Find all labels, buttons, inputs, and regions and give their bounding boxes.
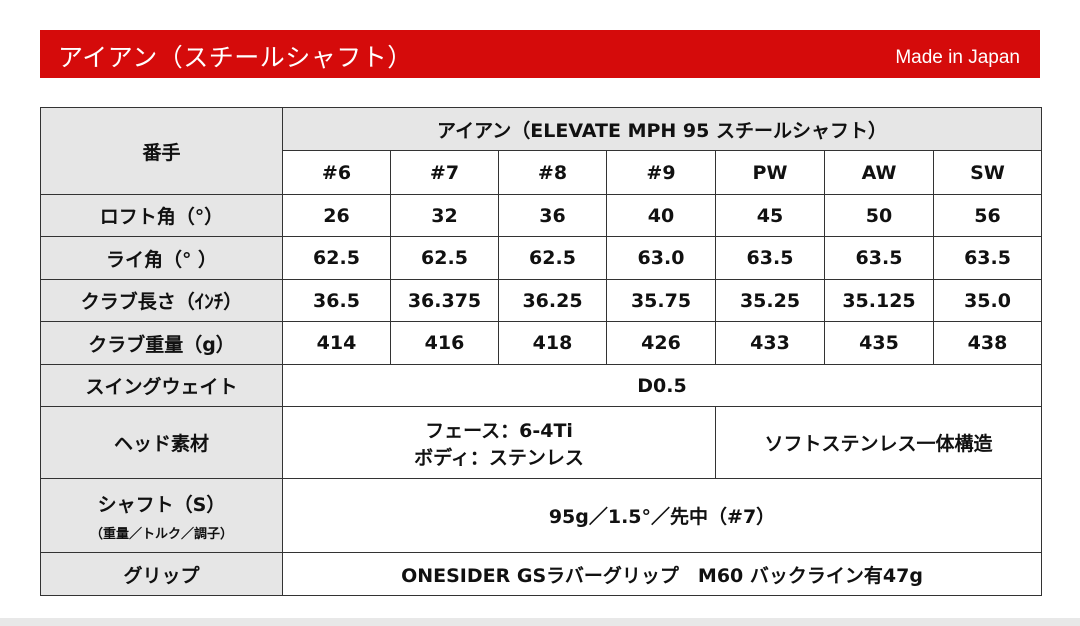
club-header-PW: PW (715, 150, 825, 195)
club-header-7: #7 (390, 150, 499, 195)
face-material: フェース：6-4Ti (425, 419, 573, 442)
row-value: 36.375 (390, 279, 499, 322)
row-value: 433 (715, 321, 825, 365)
head-material-label: ヘッド素材 (40, 406, 283, 479)
row-value: 414 (282, 321, 391, 365)
grip-label: グリップ (40, 552, 283, 596)
row-value: 62.5 (390, 236, 499, 280)
row-value: 438 (932, 321, 1043, 365)
shaft-sublabel: （重量／トルク／調子） (89, 526, 233, 542)
row-value: 50 (824, 194, 934, 237)
grip-value: ONESIDER GSラバーグリップ M60 バックライン有47g (281, 552, 1043, 596)
row-value: 418 (498, 321, 607, 365)
head-construction: ソフトステンレス一体構造 (714, 406, 1043, 479)
swing-weight-value: D0.5 (281, 364, 1043, 407)
row-value: 35.75 (606, 279, 716, 322)
spec-table: 番手 アイアン（ELEVATE MPH 95 スチールシャフト） #6 #7 #8 #… (40, 107, 1043, 596)
row-value: 35.125 (824, 279, 934, 322)
row-value: 36.5 (282, 279, 391, 322)
weight-row: クラブ重量（g） 414 416 418 426 433 435 438 (40, 321, 1043, 365)
head-material-face-body: フェース：6-4Ti ボディ：ステンレス (282, 406, 716, 479)
row-label: クラブ長さ（ｲﾝﾁ） (40, 279, 283, 322)
club-header-6: #6 (282, 150, 391, 195)
row-value: 32 (390, 194, 499, 237)
row-value: 45 (715, 194, 825, 237)
shaft-value: 95g／1.5°／先中（#7） (281, 478, 1043, 553)
section-title: アイアン（スチールシャフト） (58, 43, 413, 72)
row-value: 26 (282, 194, 391, 237)
club-header-8: #8 (498, 150, 607, 195)
shaft-label-cell: シャフト（S） （重量／トルク／調子） (40, 478, 283, 553)
row-value: 416 (390, 321, 499, 365)
row-value: 36.25 (498, 279, 607, 322)
row-value: 63.5 (932, 236, 1043, 280)
body-material: ボディ：ステンレス (414, 446, 584, 469)
row-value: 35.0 (932, 279, 1043, 322)
length-row: クラブ長さ（ｲﾝﾁ） 36.5 36.375 36.25 35.75 35.25 35.12… (40, 279, 1043, 322)
row-label: ライ角（° ） (40, 236, 283, 280)
club-header-SW: SW (932, 150, 1043, 195)
section-banner: アイアン（スチールシャフト） Made in Japan (40, 30, 1040, 78)
group-header: アイアン（ELEVATE MPH 95 スチールシャフト） (281, 107, 1043, 151)
row-value: 435 (824, 321, 934, 365)
loft-row: ロフト角（°） 26 32 36 40 45 50 56 (40, 194, 1043, 237)
row-value: 62.5 (498, 236, 607, 280)
row-value: 36 (498, 194, 607, 237)
swing-weight-label: スイングウェイト (40, 364, 283, 407)
club-header-9: #9 (606, 150, 716, 195)
row-label: クラブ重量（g） (40, 321, 283, 365)
made-in-label: Made in Japan (895, 47, 1020, 68)
row-label: ロフト角（°） (40, 194, 283, 237)
row-value: 63.5 (715, 236, 825, 280)
row-value: 426 (606, 321, 716, 365)
lie-row: ライ角（° ） 62.5 62.5 62.5 63.0 63.5 63.5 63.5 (40, 236, 1043, 280)
row-value: 40 (606, 194, 716, 237)
shaft-label: シャフト（S） (97, 493, 226, 516)
row-value: 63.0 (606, 236, 716, 280)
row-value: 35.25 (715, 279, 825, 322)
row-value: 62.5 (282, 236, 391, 280)
row-value: 63.5 (824, 236, 934, 280)
corner-label: 番手 (40, 107, 283, 195)
club-header-AW: AW (824, 150, 934, 195)
row-value: 56 (932, 194, 1043, 237)
bottom-divider (0, 618, 1080, 626)
